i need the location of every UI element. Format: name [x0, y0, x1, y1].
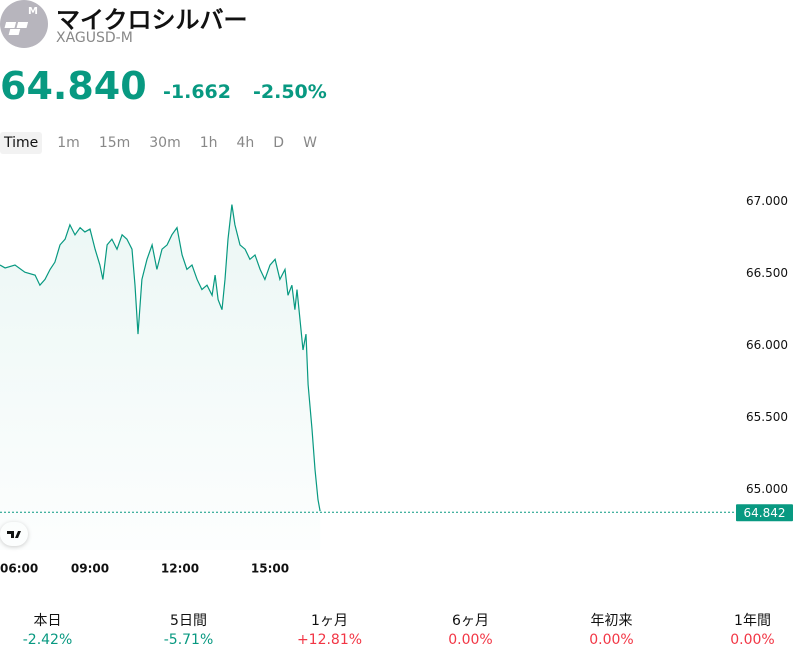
y-tick-label: 65.000 [746, 482, 788, 496]
x-tick-label: 12:00 [161, 562, 199, 576]
last-price-label: 64.842 [744, 506, 786, 520]
icon-badge: M [28, 6, 38, 17]
tab[interactable]: 4h [236, 135, 255, 151]
x-tick-label: 06:00 [0, 562, 38, 576]
last-price-box [736, 504, 793, 522]
performance-item: 5日間 -5.71% [141, 610, 236, 648]
title: マイクロシルバー [56, 6, 248, 34]
performance-label: 1ヶ月 [311, 613, 348, 629]
performance-item: 1ヶ月 +12.81% [282, 610, 377, 648]
performance-item: 6ヶ月 0.00% [423, 610, 518, 648]
change-percent: -2.50% [253, 81, 327, 103]
price-line [0, 204, 321, 512]
y-tick-label: 67.000 [746, 194, 788, 208]
symbol: XAGUSD-M [56, 30, 133, 46]
performance-label: 年初来 [590, 613, 633, 629]
performance-label: 1年間 [734, 613, 771, 629]
performance-label: 6ヶ月 [452, 613, 489, 629]
performance-label: 5日間 [170, 613, 207, 629]
y-tick-label: 66.500 [746, 266, 788, 280]
performance: 本日 -2.42% 5日間 -5.71% 1ヶ月 +12.81% 6ヶ月 0.00% 年初来 0.… [0, 610, 800, 648]
change: -1.662 [163, 81, 231, 103]
tab[interactable]: 30m [149, 135, 181, 151]
x-tick-label: 15:00 [251, 562, 289, 576]
tab[interactable]: 1m [57, 135, 80, 151]
x-tick-label: 09:00 [71, 562, 109, 576]
tab[interactable]: Time [0, 132, 43, 154]
performance-value: 0.00% [730, 632, 775, 648]
tab[interactable]: D [273, 135, 285, 151]
icon: M [0, 0, 48, 48]
chart: 65.000 65.500 66.000 66.500 67.000 06:00 09:00… [0, 194, 793, 576]
performance-item: 年初来 0.00% [564, 610, 659, 648]
performance-value: 0.00% [448, 632, 493, 648]
tab[interactable]: 15m [98, 135, 131, 151]
performance-value: -5.71% [163, 632, 214, 648]
performance-label: 本日 [33, 613, 62, 629]
area [0, 204, 321, 550]
timeframe-tabs: Time 1m 15m 30m 1h 4h D W [0, 132, 328, 154]
price: 64.840 [0, 64, 147, 108]
performance-item: 本日 -2.42% [0, 610, 95, 648]
performance-value: -2.42% [22, 632, 73, 648]
performance-value: +12.81% [296, 632, 363, 648]
y-tick-label: 65.500 [746, 410, 788, 424]
performance-item: 1年間 0.00% [705, 610, 800, 648]
tab[interactable]: 1h [199, 135, 218, 151]
performance-value: 0.00% [589, 632, 634, 648]
y-tick-label: 66.000 [746, 338, 788, 352]
tab[interactable]: W [303, 135, 317, 151]
